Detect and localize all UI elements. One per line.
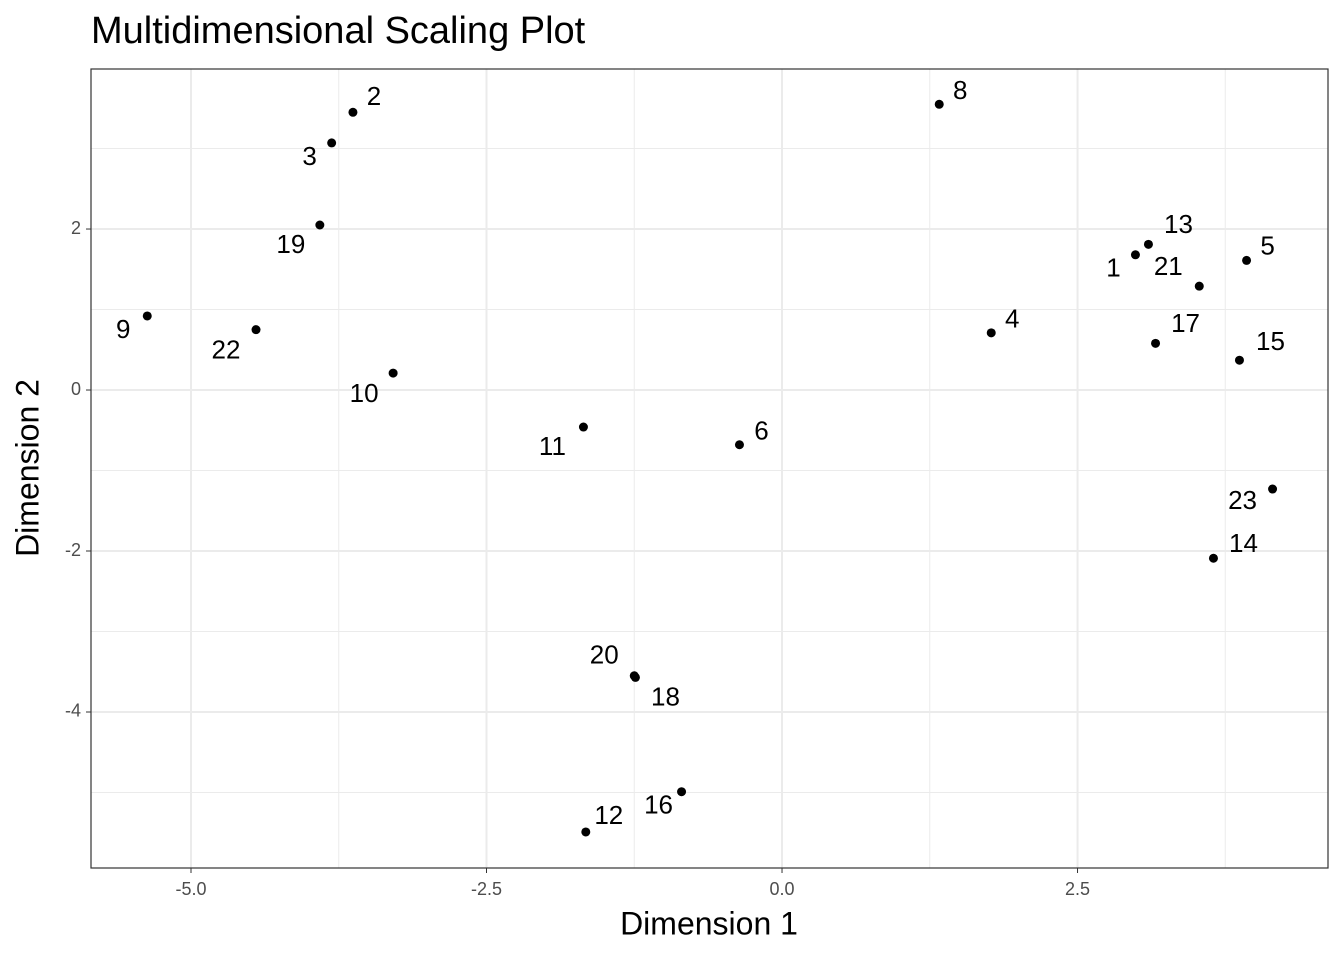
point-label: 2 — [367, 81, 381, 111]
y-axis-title: Dimension 2 — [9, 379, 45, 557]
point-label: 15 — [1256, 326, 1285, 356]
point-label: 22 — [212, 335, 241, 365]
point-label: 20 — [590, 640, 619, 670]
point-label: 5 — [1260, 230, 1274, 260]
point — [388, 368, 398, 378]
point — [677, 787, 687, 797]
point — [581, 827, 591, 837]
point-label: 8 — [953, 75, 967, 105]
point-label: 10 — [350, 378, 379, 408]
x-tick-label: 0.0 — [770, 879, 795, 899]
point — [578, 422, 588, 432]
point — [1194, 281, 1204, 291]
x-axis-title: Dimension 1 — [620, 905, 798, 941]
point — [1151, 338, 1161, 348]
point-label: 18 — [651, 681, 680, 711]
point — [1130, 250, 1140, 260]
point — [348, 107, 358, 117]
point-label: 9 — [116, 314, 130, 344]
point-label: 12 — [594, 800, 623, 830]
point-label: 17 — [1171, 308, 1200, 338]
point — [986, 328, 996, 338]
point-label: 14 — [1229, 528, 1258, 558]
point-label: 6 — [754, 416, 768, 446]
point — [142, 311, 152, 321]
point — [251, 325, 261, 335]
chart-title: Multidimensional Scaling Plot — [91, 10, 586, 52]
y-tick-label: -4 — [65, 701, 81, 721]
point — [327, 138, 337, 148]
x-tick-label: 2.5 — [1065, 879, 1090, 899]
point-label: 19 — [276, 229, 305, 259]
point-label: 1 — [1106, 253, 1120, 283]
x-tick-label: -5.0 — [175, 879, 206, 899]
point — [934, 99, 944, 109]
point-label: 4 — [1005, 304, 1019, 334]
point-label: 3 — [302, 141, 316, 171]
point — [629, 671, 639, 681]
y-tick-label: 2 — [71, 218, 81, 238]
point — [1208, 553, 1218, 563]
point-label: 23 — [1228, 485, 1257, 515]
point — [315, 220, 325, 230]
y-tick-label: -2 — [65, 540, 81, 560]
y-tick-label: 0 — [71, 379, 81, 399]
point — [1242, 255, 1252, 265]
point-label: 11 — [539, 431, 566, 461]
point — [1234, 355, 1244, 365]
point — [1143, 239, 1153, 249]
point-label: 13 — [1164, 209, 1193, 239]
x-tick-label: -2.5 — [471, 879, 502, 899]
point-label: 16 — [644, 790, 673, 820]
point — [734, 440, 744, 450]
point-label: 21 — [1154, 251, 1183, 281]
point — [1268, 484, 1278, 494]
plot-border — [90, 68, 1329, 869]
